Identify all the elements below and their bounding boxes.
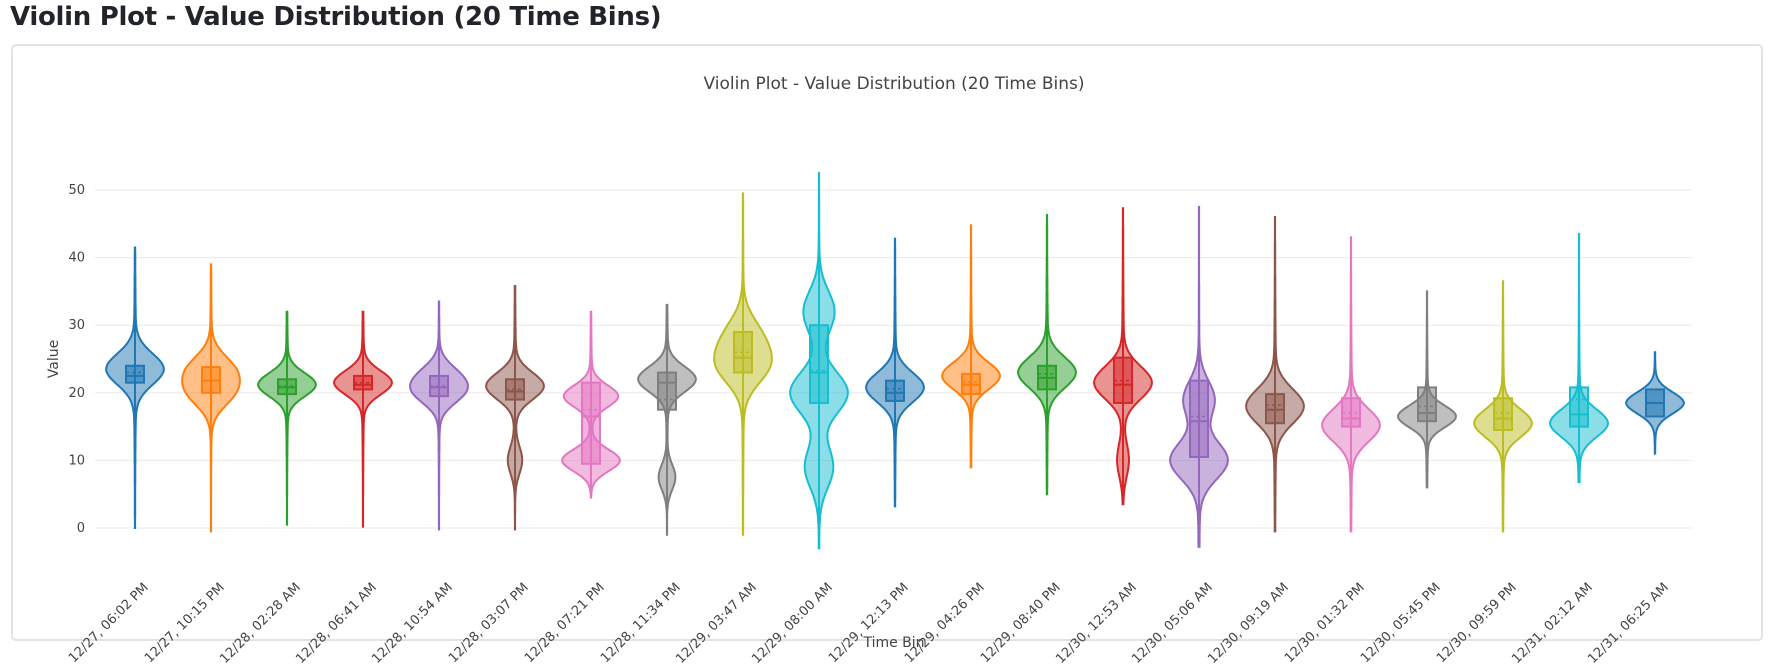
x-tick-label: 12/30, 09:19 AM [1205,580,1292,667]
x-tick-label: 12/29, 12:13 PM [826,580,912,666]
violin[interactable] [485,285,545,531]
box-iqr [809,324,829,404]
y-tick-label: 10 [68,453,85,468]
violin[interactable] [257,310,317,526]
box-iqr [1189,379,1209,459]
violin[interactable] [1473,280,1533,533]
violin[interactable] [333,310,393,528]
x-tick-label: 12/28, 11:34 PM [598,580,684,666]
box-iqr [657,371,677,411]
x-tick-label: 12/29, 04:26 PM [902,580,988,666]
x-tick-label: 12/28, 06:41 AM [293,580,380,667]
page-title: Violin Plot - Value Distribution (20 Tim… [10,2,662,32]
violin[interactable] [789,172,849,550]
violin[interactable] [1245,216,1305,533]
x-tick-label: 12/29, 03:47 AM [673,580,760,667]
violin[interactable] [1549,232,1609,483]
chart-panel [11,44,1763,641]
x-tick-label: 12/28, 02:28 AM [217,580,304,667]
box-iqr [1493,397,1513,431]
violin[interactable] [941,224,1001,469]
y-axis-ticks: 0 10 20 30 40 50 [68,183,85,536]
x-tick-label: 12/28, 07:21 PM [522,580,608,666]
violin[interactable] [1017,214,1077,496]
x-tick-label: 12/29, 08:00 AM [749,580,836,667]
violin[interactable] [637,303,697,536]
x-tick-label: 12/29, 08:40 PM [978,580,1064,666]
chart-title: Violin Plot - Value Distribution (20 Tim… [704,74,1085,94]
x-tick-label: 12/30, 05:45 PM [1358,580,1444,666]
x-tick-label: 12/30, 05:06 AM [1129,580,1216,667]
x-tick-label: 12/28, 03:07 PM [446,580,532,666]
y-tick-label: 20 [68,386,85,401]
box-iqr [125,364,145,384]
box-iqr [1417,386,1437,423]
x-tick-label: 12/30, 09:59 PM [1434,580,1520,666]
x-tick-label: 12/27, 10:15 PM [142,580,228,666]
violin[interactable] [561,310,621,499]
violins [105,172,1685,550]
violin[interactable] [409,300,469,531]
y-axis-title: Value [46,340,62,378]
x-tick-label: 12/30, 01:32 PM [1282,580,1368,666]
x-axis-title: Time Bin [862,635,924,651]
violin[interactable] [713,192,773,536]
x-tick-label: 12/30, 12:53 AM [1053,580,1140,667]
x-tick-label: 12/27, 06:02 PM [66,580,152,666]
violin[interactable] [1093,207,1153,506]
x-tick-label: 12/31, 06:25 AM [1585,580,1672,667]
box-iqr [581,381,601,465]
x-tick-label: 12/31, 02:12 AM [1509,580,1596,667]
y-tick-label: 50 [68,183,85,198]
y-tick-label: 0 [77,521,85,536]
violin[interactable] [1625,351,1685,455]
violin[interactable] [865,237,925,508]
violin[interactable] [1321,236,1381,533]
violin[interactable] [181,263,241,533]
violin[interactable] [1169,205,1229,548]
box-iqr [1265,393,1285,425]
y-tick-label: 40 [68,251,85,266]
violin[interactable] [105,246,165,529]
violin[interactable] [1397,290,1457,489]
box-iqr [885,379,905,402]
x-tick-label: 12/28, 10:54 AM [369,580,456,667]
box-iqr [1569,386,1589,428]
y-tick-label: 30 [68,318,85,333]
